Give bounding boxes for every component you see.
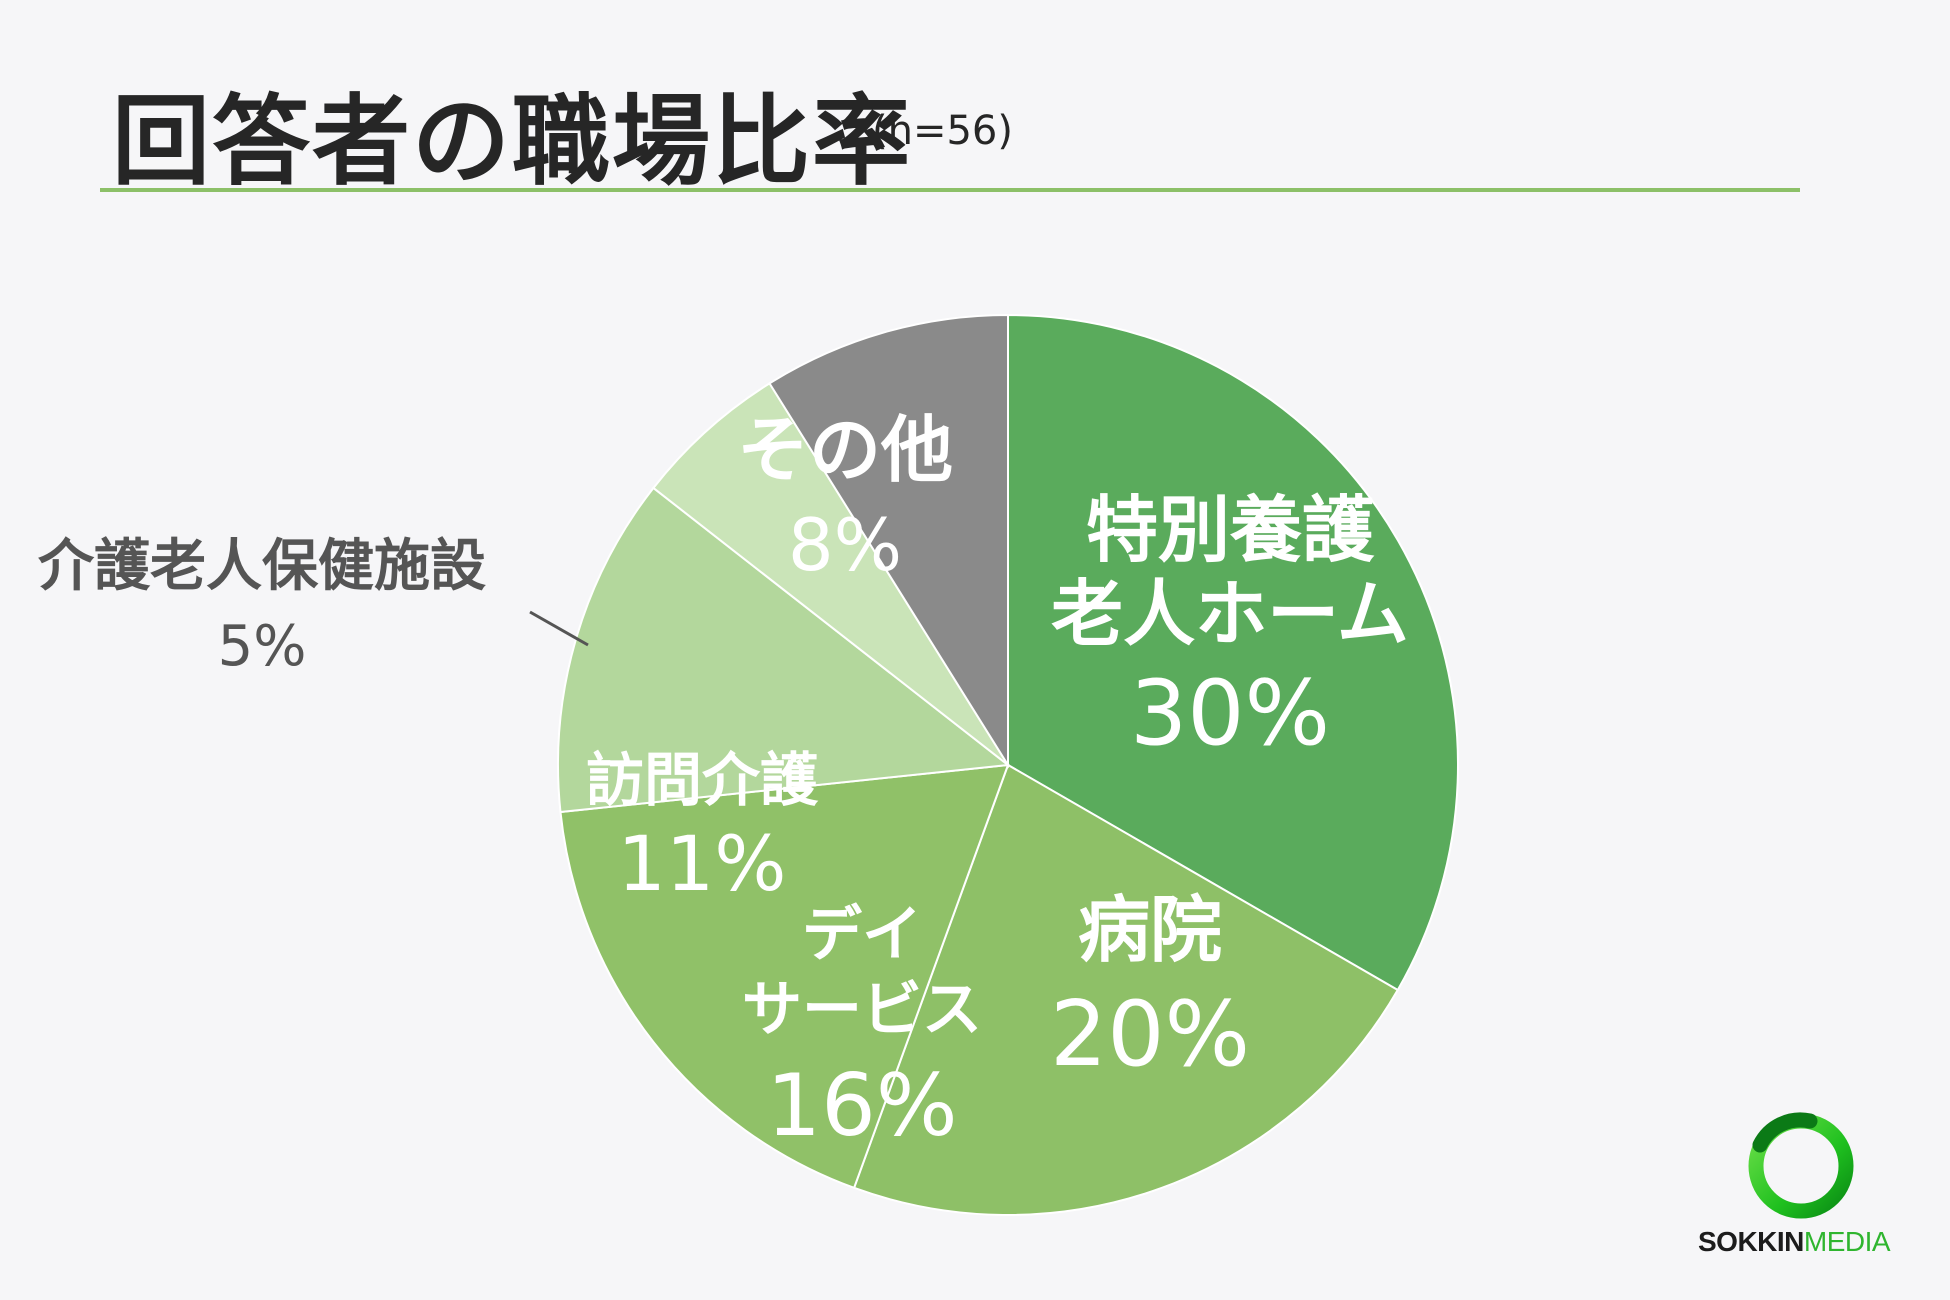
chart-title: 回答者の職場比率 bbox=[112, 85, 913, 199]
slice-value-label-2: 16% bbox=[766, 1056, 957, 1156]
slice-label-1-line-0: 病院 bbox=[1078, 888, 1222, 972]
logo-text: SOKKINMEDIA bbox=[1698, 1226, 1891, 1258]
slice-label-4-line-0: 介護老人保健施設 bbox=[38, 534, 486, 599]
title-underline bbox=[100, 188, 1800, 192]
slice-label-2-line-1: サービス bbox=[742, 975, 982, 1045]
pie-slice-0 bbox=[1007, 313, 1459, 992]
slice-value-label-5: 8% bbox=[788, 503, 902, 587]
slice-label-2-line-0: デイ bbox=[802, 900, 922, 970]
logo-text-media: MEDIA bbox=[1803, 1226, 1891, 1257]
pie-slice-3 bbox=[557, 486, 1011, 814]
slice-value-label-1: 20% bbox=[1050, 982, 1250, 1087]
logo-text-sokkin: SOKKIN bbox=[1698, 1226, 1804, 1257]
slice-label-0-line-1: 老人ホーム bbox=[1051, 572, 1409, 656]
slice-label-0-line-0: 特別養護 bbox=[1086, 488, 1375, 572]
sokkin-media-logo-icon bbox=[1748, 1112, 1854, 1219]
sample-size: (n=56) bbox=[872, 108, 1013, 154]
pie-slice-5 bbox=[768, 313, 1009, 769]
slice-value-label-3: 11% bbox=[618, 819, 787, 908]
pie-slice-2 bbox=[559, 763, 1010, 1190]
slice-label-5-line-0: その他 bbox=[737, 408, 953, 492]
slice-label-3-line-0: 訪問介護 bbox=[586, 746, 819, 814]
slice-value-label-4: 5% bbox=[218, 614, 307, 679]
slice-value-label-0: 30% bbox=[1130, 661, 1330, 766]
pie-slice-1 bbox=[852, 763, 1400, 1216]
leader-line-4 bbox=[529, 610, 589, 647]
pie-slice-4 bbox=[651, 381, 1009, 766]
